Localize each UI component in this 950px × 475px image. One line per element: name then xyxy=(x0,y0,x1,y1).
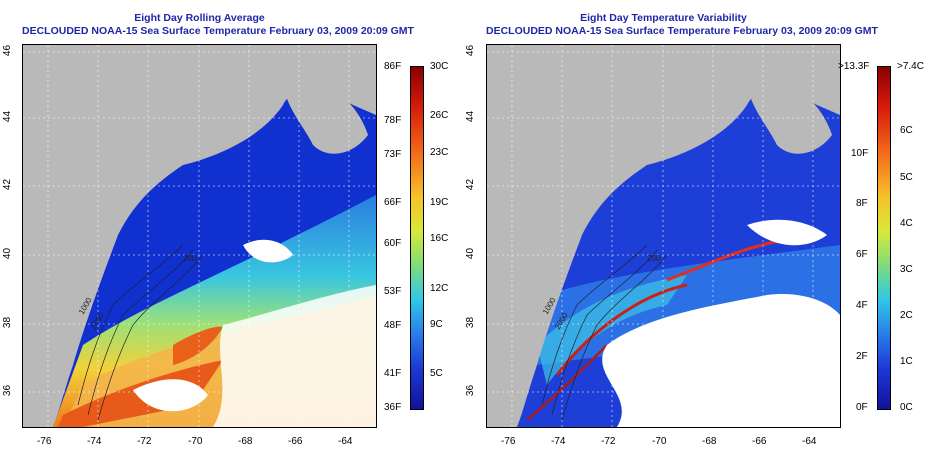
lat-label: 36 xyxy=(465,384,477,397)
colorbar-c-label: 30C xyxy=(430,61,449,72)
colorbar-c-label: 6C xyxy=(900,125,913,136)
colorbar-f-label: 4F xyxy=(856,300,868,311)
lat-label: 44 xyxy=(2,110,14,123)
colorbar-c-label: 16C xyxy=(430,233,449,244)
lat-label: 44 xyxy=(465,110,477,123)
lon-label: -74 xyxy=(551,436,566,447)
colorbar-f-label: 48F xyxy=(384,320,402,331)
lat-label: 46 xyxy=(465,44,477,57)
colorbar-f-label: 8F xyxy=(856,198,868,209)
colorbar-c-label: 2C xyxy=(900,310,913,321)
left-title-line2: DECLOUDED NOAA-15 Sea Surface Temperatur… xyxy=(22,25,414,37)
colorbar-c-label: 3C xyxy=(900,264,913,275)
lon-label: -76 xyxy=(501,436,516,447)
colorbar-f-label: 73F xyxy=(384,149,402,160)
sst-colorbar xyxy=(410,66,424,410)
lat-label: 40 xyxy=(465,247,477,260)
lon-label: -68 xyxy=(702,436,717,447)
colorbar-c-label: 26C xyxy=(430,110,449,121)
left-title-line1: Eight Day Rolling Average xyxy=(134,12,265,24)
colorbar-c-label: 4C xyxy=(900,218,913,229)
lat-label: 38 xyxy=(2,316,14,329)
lon-label: -70 xyxy=(652,436,667,447)
colorbar-f-label: >13.3F xyxy=(838,61,870,72)
lon-label: -64 xyxy=(338,436,353,447)
lat-label: 42 xyxy=(2,178,14,191)
colorbar-c-label: 1C xyxy=(900,356,913,367)
lat-label: 42 xyxy=(465,178,477,191)
variability-colorbar xyxy=(877,66,891,410)
colorbar-f-label: 78F xyxy=(384,115,402,126)
colorbar-c-label: >7.4C xyxy=(897,61,924,72)
lat-label: 46 xyxy=(2,44,14,57)
right-title-line1: Eight Day Temperature Variability xyxy=(580,12,747,24)
colorbar-c-label: 23C xyxy=(430,147,449,158)
left-contour-label: 200 xyxy=(183,254,197,263)
sst-average-map: 200 1000 2000 xyxy=(22,44,377,428)
right-contour-label: 200 xyxy=(647,254,661,263)
colorbar-c-label: 12C xyxy=(430,283,449,294)
colorbar-c-label: 5C xyxy=(430,368,443,379)
colorbar-f-label: 41F xyxy=(384,368,402,379)
lon-label: -66 xyxy=(288,436,303,447)
colorbar-f-label: 36F xyxy=(384,402,402,413)
colorbar-f-label: 86F xyxy=(384,61,402,72)
lon-label: -74 xyxy=(87,436,102,447)
lat-label: 36 xyxy=(2,384,14,397)
lat-label: 38 xyxy=(465,316,477,329)
lon-label: -76 xyxy=(37,436,52,447)
colorbar-f-label: 2F xyxy=(856,351,868,362)
lon-label: -68 xyxy=(238,436,253,447)
colorbar-f-label: 66F xyxy=(384,197,402,208)
colorbar-f-label: 53F xyxy=(384,286,402,297)
colorbar-f-label: 60F xyxy=(384,238,402,249)
lon-label: -70 xyxy=(188,436,203,447)
lat-label: 40 xyxy=(2,247,14,260)
colorbar-c-label: 9C xyxy=(430,319,443,330)
lon-label: -72 xyxy=(137,436,152,447)
colorbar-f-label: 10F xyxy=(851,148,869,159)
right-title-line2: DECLOUDED NOAA-15 Sea Surface Temperatur… xyxy=(486,25,878,37)
colorbar-c-label: 19C xyxy=(430,197,449,208)
lon-label: -66 xyxy=(752,436,767,447)
colorbar-f-label: 0F xyxy=(856,402,868,413)
lon-label: -64 xyxy=(802,436,817,447)
lon-label: -72 xyxy=(601,436,616,447)
sst-variability-map: 200 1000 2000 xyxy=(486,44,841,428)
colorbar-f-label: 6F xyxy=(856,249,868,260)
colorbar-c-label: 0C xyxy=(900,402,913,413)
colorbar-c-label: 5C xyxy=(900,172,913,183)
